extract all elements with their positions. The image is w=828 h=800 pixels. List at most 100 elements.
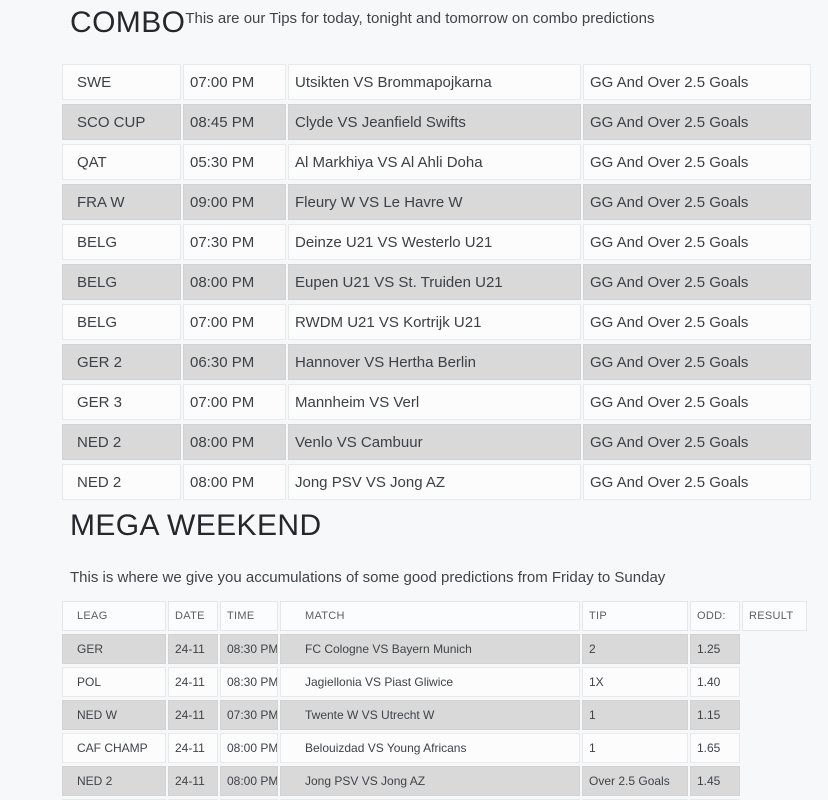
mega-date-cell: 24-11 (168, 766, 218, 796)
combo-row: SWE 07:00 PM Utsikten VS Brommapojkarna … (62, 64, 811, 100)
combo-time-cell: 08:00 PM (183, 264, 286, 300)
mega-time-cell: 08:00 PM (220, 766, 278, 796)
combo-league-cell: GER 3 (62, 384, 181, 420)
combo-league-cell: BELG (62, 224, 181, 260)
mega-time-cell: 07:30 PM (220, 700, 278, 730)
mega-time-cell: 08:30 PM (220, 634, 278, 664)
combo-prediction-cell: GG And Over 2.5 Goals (583, 464, 811, 500)
combo-match-cell: Deinze U21 VS Westerlo U21 (288, 224, 581, 260)
combo-time-cell: 07:00 PM (183, 64, 286, 100)
combo-row: BELG 08:00 PM Eupen U21 VS St. Truiden U… (62, 264, 811, 300)
mega-header-time: TIME (220, 601, 278, 631)
mega-odd-cell: 1.40 (690, 667, 740, 697)
mega-weekend-row: POL 24-11 08:30 PM Jagiellonia VS Piast … (62, 667, 807, 697)
mega-match-cell: Jong PSV VS Jong AZ (280, 766, 580, 796)
mega-tip-cell: 1 (582, 700, 688, 730)
combo-time-cell: 07:00 PM (183, 304, 286, 340)
combo-subtitle: This are our Tips for today, tonight and… (185, 10, 655, 27)
combo-league-cell: QAT (62, 144, 181, 180)
combo-league-cell: SCO CUP (62, 104, 181, 140)
combo-match-cell: Al Markhiya VS Al Ahli Doha (288, 144, 581, 180)
combo-prediction-cell: GG And Over 2.5 Goals (583, 384, 811, 420)
mega-match-cell: Belouizdad VS Young Africans (280, 733, 580, 763)
mega-result-cell (742, 634, 807, 664)
mega-tip-cell: 1X (582, 667, 688, 697)
combo-row: SCO CUP 08:45 PM Clyde VS Jeanfield Swif… (62, 104, 811, 140)
combo-time-cell: 08:00 PM (183, 464, 286, 500)
combo-league-cell: NED 2 (62, 464, 181, 500)
combo-row: QAT 05:30 PM Al Markhiya VS Al Ahli Doha… (62, 144, 811, 180)
combo-time-cell: 06:30 PM (183, 344, 286, 380)
combo-match-cell: Jong PSV VS Jong AZ (288, 464, 581, 500)
mega-tip-cell: 2 (582, 634, 688, 664)
mega-result-cell (742, 700, 807, 730)
mega-time-cell: 08:30 PM (220, 667, 278, 697)
combo-time-cell: 05:30 PM (183, 144, 286, 180)
combo-league-cell: GER 2 (62, 344, 181, 380)
mega-header-date: DATE (168, 601, 218, 631)
combo-prediction-cell: GG And Over 2.5 Goals (583, 144, 811, 180)
combo-row: GER 3 07:00 PM Mannheim VS Verl GG And O… (62, 384, 811, 420)
combo-time-cell: 08:00 PM (183, 424, 286, 460)
combo-time-cell: 07:30 PM (183, 224, 286, 260)
mega-weekend-row: NED 2 24-11 08:00 PM Jong PSV VS Jong AZ… (62, 766, 807, 796)
combo-time-cell: 08:45 PM (183, 104, 286, 140)
combo-prediction-cell: GG And Over 2.5 Goals (583, 64, 811, 100)
mega-weekend-row: NED W 24-11 07:30 PM Twente W VS Utrecht… (62, 700, 807, 730)
mega-weekend-row: CAF CHAMP 24-11 08:00 PM Belouizdad VS Y… (62, 733, 807, 763)
combo-match-cell: Clyde VS Jeanfield Swifts (288, 104, 581, 140)
combo-prediction-cell: GG And Over 2.5 Goals (583, 264, 811, 300)
combo-match-cell: RWDM U21 VS Kortrijk U21 (288, 304, 581, 340)
combo-title: COMBO (70, 6, 186, 39)
mega-weekend-header-row: LEAG DATE TIME MATCH TIP ODD: RESULT (62, 601, 807, 631)
combo-match-cell: Eupen U21 VS St. Truiden U21 (288, 264, 581, 300)
mega-odd-cell: 1.45 (690, 766, 740, 796)
combo-league-cell: BELG (62, 264, 181, 300)
mega-result-cell (742, 667, 807, 697)
combo-league-cell: BELG (62, 304, 181, 340)
combo-time-cell: 09:00 PM (183, 184, 286, 220)
mega-header-leag: LEAG (62, 601, 166, 631)
mega-result-cell (742, 766, 807, 796)
combo-league-cell: NED 2 (62, 424, 181, 460)
combo-row: BELG 07:30 PM Deinze U21 VS Westerlo U21… (62, 224, 811, 260)
combo-prediction-cell: GG And Over 2.5 Goals (583, 184, 811, 220)
combo-match-cell: Utsikten VS Brommapojkarna (288, 64, 581, 100)
mega-header-match: MATCH (280, 601, 580, 631)
mega-match-cell: FC Cologne VS Bayern Munich (280, 634, 580, 664)
mega-header-result: RESULT (742, 601, 807, 631)
mega-match-cell: Twente W VS Utrecht W (280, 700, 580, 730)
combo-time-cell: 07:00 PM (183, 384, 286, 420)
combo-heading: COMBOThis are our Tips for today, tonigh… (70, 2, 828, 40)
mega-odd-cell: 1.65 (690, 733, 740, 763)
combo-match-cell: Hannover VS Hertha Berlin (288, 344, 581, 380)
mega-time-cell: 08:00 PM (220, 733, 278, 763)
combo-match-cell: Venlo VS Cambuur (288, 424, 581, 460)
combo-row: GER 2 06:30 PM Hannover VS Hertha Berlin… (62, 344, 811, 380)
mega-tip-cell: Over 2.5 Goals (582, 766, 688, 796)
mega-league-cell: CAF CHAMP (62, 733, 166, 763)
combo-row: BELG 07:00 PM RWDM U21 VS Kortrijk U21 G… (62, 304, 811, 340)
mega-weekend-description: This is where we give you accumulations … (70, 569, 666, 586)
combo-league-cell: FRA W (62, 184, 181, 220)
combo-match-cell: Mannheim VS Verl (288, 384, 581, 420)
combo-prediction-cell: GG And Over 2.5 Goals (583, 104, 811, 140)
combo-match-cell: Fleury W VS Le Havre W (288, 184, 581, 220)
mega-weekend-table: LEAG DATE TIME MATCH TIP ODD: RESULT GER 24-11… (60, 598, 809, 800)
mega-date-cell: 24-11 (168, 700, 218, 730)
mega-odd-cell: 1.25 (690, 634, 740, 664)
combo-row: NED 2 08:00 PM Jong PSV VS Jong AZ GG An… (62, 464, 811, 500)
mega-tip-cell: 1 (582, 733, 688, 763)
mega-match-cell: Jagiellonia VS Piast Gliwice (280, 667, 580, 697)
mega-weekend-row: GER 24-11 08:30 PM FC Cologne VS Bayern … (62, 634, 807, 664)
mega-header-tip: TIP (582, 601, 688, 631)
combo-prediction-cell: GG And Over 2.5 Goals (583, 424, 811, 460)
combo-row: FRA W 09:00 PM Fleury W VS Le Havre W GG… (62, 184, 811, 220)
mega-weekend-heading: MEGA WEEKEND (70, 509, 322, 542)
mega-league-cell: POL (62, 667, 166, 697)
combo-prediction-cell: GG And Over 2.5 Goals (583, 224, 811, 260)
combo-league-cell: SWE (62, 64, 181, 100)
mega-date-cell: 24-11 (168, 667, 218, 697)
combo-prediction-cell: GG And Over 2.5 Goals (583, 344, 811, 380)
